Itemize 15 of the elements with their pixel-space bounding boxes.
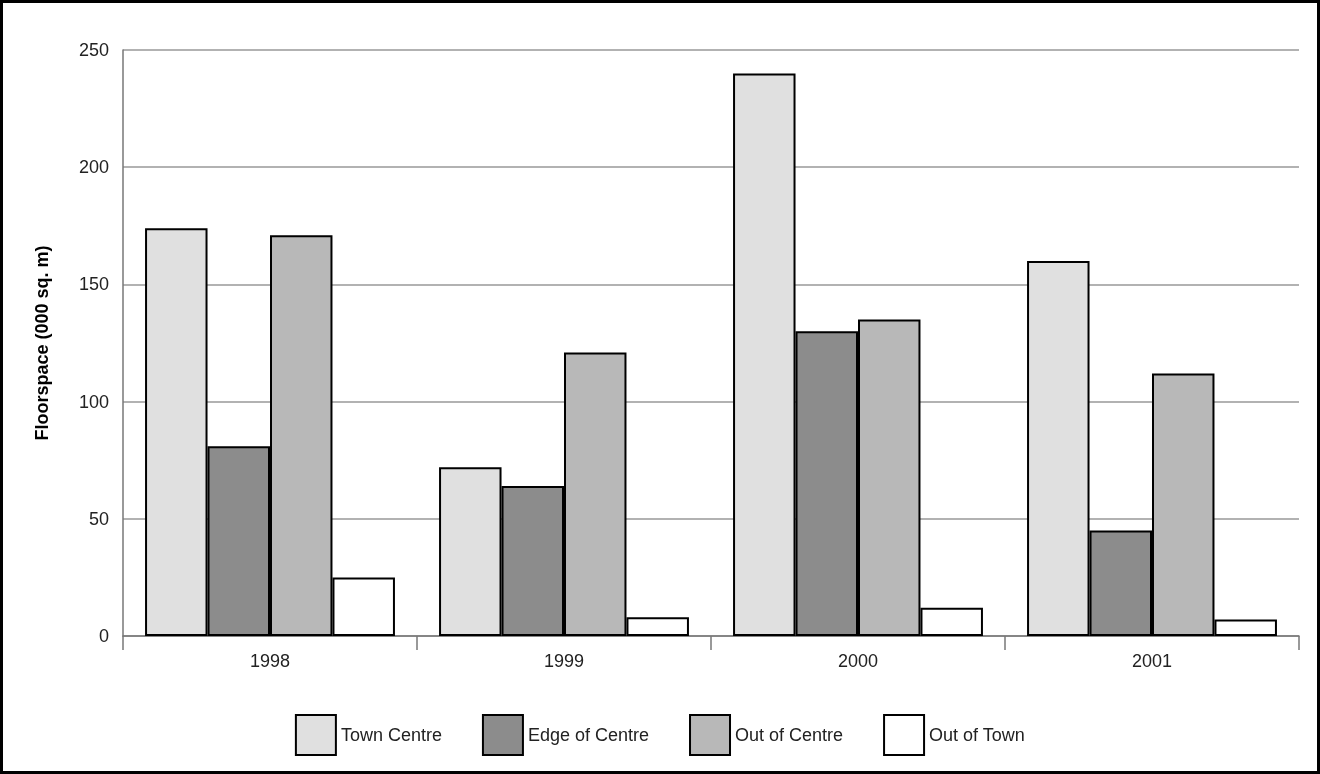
y-axis-title: Floorspace (000 sq. m) — [32, 245, 52, 441]
x-tick-label: 1999 — [543, 651, 585, 671]
legend-label: Out of Town — [929, 725, 1025, 745]
y-tick-label: 250 — [78, 40, 109, 60]
y-tick-label: 100 — [78, 391, 109, 412]
x-tick-label: 2001 — [1131, 651, 1173, 671]
x-tick-label: 1998 — [249, 651, 291, 671]
x-tick-label: 2000 — [837, 651, 879, 671]
y-tick-label: 0 — [98, 626, 109, 646]
y-tick-label: 150 — [78, 274, 109, 295]
y-tick-label: 50 — [88, 508, 109, 529]
legend-label: Out of Centre — [735, 725, 844, 745]
y-tick-label: 200 — [78, 157, 109, 178]
legend-label: Town Centre — [340, 725, 442, 745]
legend-label: Edge of Centre — [527, 725, 650, 745]
